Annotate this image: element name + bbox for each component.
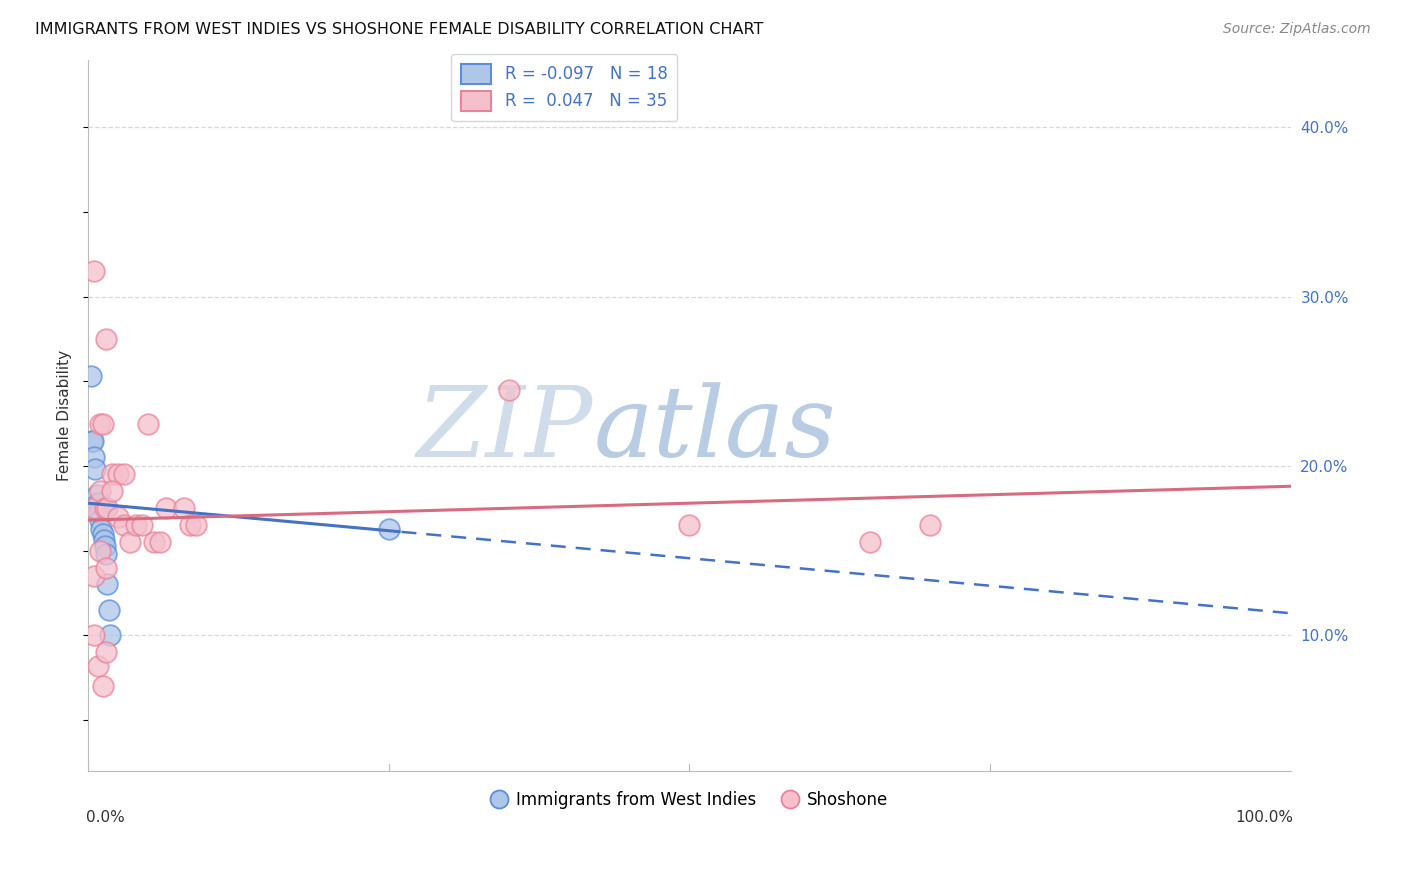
Point bbox=[96, 577, 118, 591]
Point bbox=[91, 679, 114, 693]
Text: Source: ZipAtlas.com: Source: ZipAtlas.com bbox=[1223, 22, 1371, 37]
Point bbox=[83, 569, 105, 583]
Point bbox=[89, 484, 111, 499]
Point bbox=[96, 501, 118, 516]
Point bbox=[83, 501, 105, 516]
Point bbox=[96, 547, 118, 561]
Point bbox=[378, 522, 401, 536]
Point bbox=[87, 496, 110, 510]
Point bbox=[112, 467, 135, 482]
Point bbox=[131, 518, 153, 533]
Point bbox=[859, 535, 882, 549]
Point bbox=[918, 518, 941, 533]
Point bbox=[136, 417, 159, 431]
Point bbox=[120, 535, 142, 549]
Text: atlas: atlas bbox=[593, 382, 837, 477]
Y-axis label: Female Disability: Female Disability bbox=[58, 350, 72, 481]
Point bbox=[143, 535, 166, 549]
Point bbox=[82, 434, 104, 448]
Point bbox=[89, 513, 111, 527]
Point bbox=[89, 543, 111, 558]
Point bbox=[125, 518, 148, 533]
Point bbox=[83, 628, 105, 642]
Point bbox=[94, 501, 117, 516]
Point bbox=[97, 603, 120, 617]
Point bbox=[179, 518, 201, 533]
Point bbox=[86, 488, 108, 502]
Point bbox=[107, 467, 129, 482]
Point bbox=[101, 484, 124, 499]
Point bbox=[93, 533, 115, 548]
Point bbox=[96, 560, 118, 574]
Point bbox=[90, 522, 112, 536]
Point bbox=[112, 518, 135, 533]
Point bbox=[79, 369, 101, 384]
Point bbox=[84, 462, 107, 476]
Point bbox=[94, 539, 117, 553]
Point bbox=[80, 434, 103, 448]
Point bbox=[107, 509, 129, 524]
Point bbox=[149, 535, 172, 549]
Point bbox=[83, 264, 105, 278]
Point bbox=[98, 628, 121, 642]
Point bbox=[173, 501, 195, 516]
Point bbox=[96, 645, 118, 659]
Point bbox=[87, 658, 110, 673]
Point bbox=[96, 332, 118, 346]
Text: ZIP: ZIP bbox=[418, 382, 593, 477]
Text: 100.0%: 100.0% bbox=[1234, 810, 1294, 825]
Text: 0.0%: 0.0% bbox=[86, 810, 125, 825]
Point bbox=[87, 505, 110, 519]
Legend: Immigrants from West Indies, Shoshone: Immigrants from West Indies, Shoshone bbox=[485, 784, 894, 815]
Point bbox=[155, 501, 177, 516]
Point bbox=[83, 450, 105, 465]
Text: IMMIGRANTS FROM WEST INDIES VS SHOSHONE FEMALE DISABILITY CORRELATION CHART: IMMIGRANTS FROM WEST INDIES VS SHOSHONE … bbox=[35, 22, 763, 37]
Point bbox=[498, 383, 520, 397]
Point bbox=[91, 526, 114, 541]
Point bbox=[678, 518, 700, 533]
Point bbox=[89, 417, 111, 431]
Point bbox=[186, 518, 208, 533]
Point bbox=[91, 417, 114, 431]
Point bbox=[101, 467, 124, 482]
